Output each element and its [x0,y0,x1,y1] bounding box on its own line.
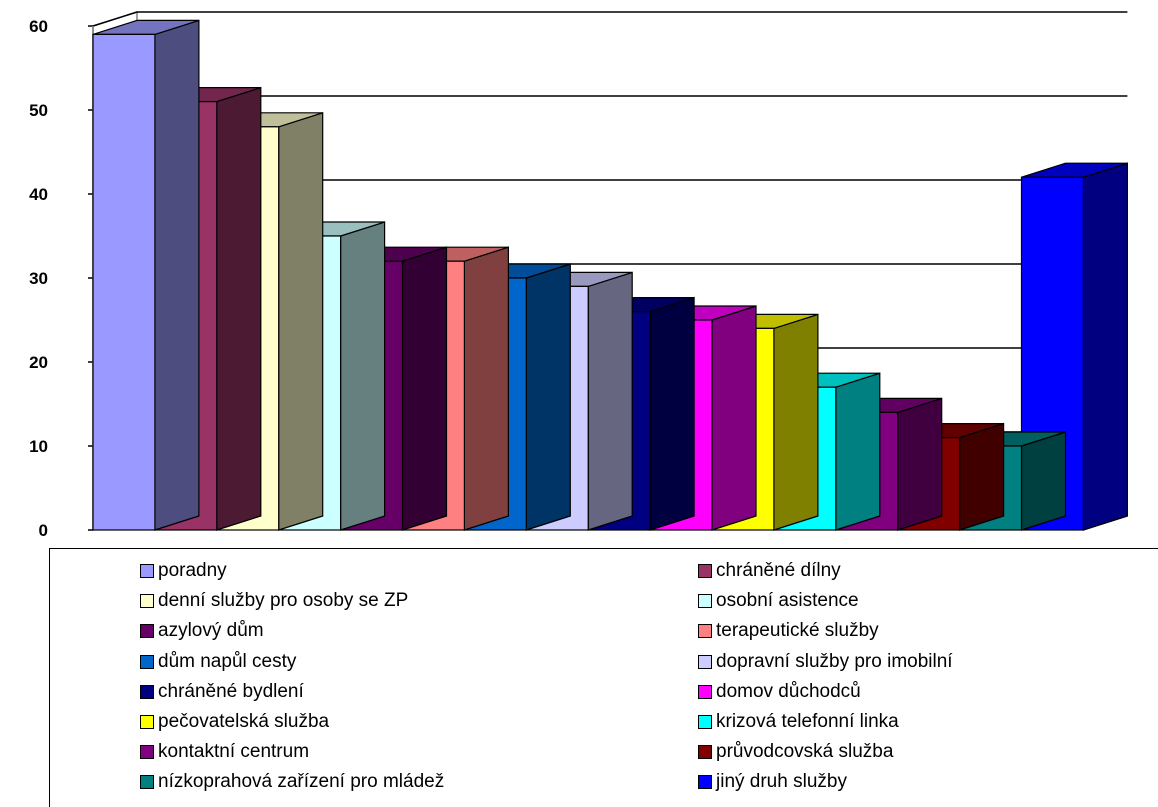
y-tick-label: 20 [29,353,48,372]
legend: poradny chráněné dílny denní služby pro os… [49,548,1158,807]
legend-label: poradny [158,560,227,581]
legend-swatch [140,715,154,729]
bar-side [958,422,1005,531]
bar-side [278,111,324,531]
y-tick-label: 0 [39,521,48,540]
legend-item: denní služby pro osoby se ZP [140,589,408,613]
legend-swatch [698,775,712,790]
bar [92,19,200,531]
legend-label: jiný druh služby [716,771,847,793]
bar-side [649,296,695,531]
bar-side [340,221,386,531]
bar-side [773,313,819,531]
legend-item: průvodcovská služba [698,740,893,764]
legend-label: osobní asistence [716,590,859,612]
legend-label: nízkoprahová zařízení pro mládež [158,771,445,793]
legend-item: poradny [140,559,227,583]
legend-swatch [698,594,712,609]
legend-swatch [140,684,154,699]
y-tick-label: 30 [29,269,48,288]
legend-item: pečovatelská služba [140,710,329,734]
y-tick-label: 10 [29,437,48,456]
bar-side [897,397,943,531]
legend-swatch [698,654,712,669]
legend-item: kontaktní centrum [140,740,309,764]
bar-side [216,86,262,531]
legend-label: dopravní služby pro imobilní [716,650,953,672]
legend-item: nízkoprahová zařízení pro mládež [140,770,444,794]
legend-item: dopravní služby pro imobilní [698,650,953,674]
legend-item: terapeutické služby [698,619,879,643]
legend-swatch [140,594,154,609]
legend-label: denní služby pro osoby se ZP [158,590,409,612]
legend-label: pečovatelská služba [158,711,330,732]
legend-label: domov důchodců [716,680,861,702]
y-tick-label: 50 [29,101,48,120]
legend-swatch [140,564,154,578]
y-axis: 0 10 20 30 40 50 60 [29,17,94,540]
bar-side [835,372,881,531]
legend-item: jiný druh služby [698,770,847,794]
legend-swatch [698,745,712,760]
legend-item: domov důchodců [698,680,861,704]
gridline [92,11,1128,27]
bar-side [1082,162,1129,531]
bar-side [154,19,200,531]
bar-side [401,246,448,531]
bar-chart: 0 10 20 30 40 50 60 [29,10,1129,540]
legend-label: kontaktní centrum [158,741,310,763]
legend-label: terapeutické služby [716,620,879,642]
bar-side [1020,431,1067,531]
bar-side [587,271,633,531]
legend-swatch [140,775,154,790]
legend-label: azylový dům [158,620,264,642]
legend-label: průvodcovská služba [716,741,894,763]
bar-side [463,246,509,531]
bars [92,19,1129,531]
legend-item: chráněné bydlení [140,680,304,704]
y-tick-label: 40 [29,185,48,204]
legend-swatch [140,624,154,639]
legend-swatch [140,745,154,760]
legend-swatch [698,624,712,639]
bar-front [92,33,156,531]
legend-item: azylový dům [140,619,264,643]
legend-item: krizová telefonní linka [698,710,899,734]
bar-side [525,263,571,531]
y-tick-label: 60 [29,17,48,36]
legend-item: osobní asistence [698,589,859,613]
legend-label: chráněné bydlení [158,680,304,702]
legend-swatch [698,715,712,729]
legend-swatch [140,654,154,669]
legend-label: krizová telefonní linka [716,711,899,732]
legend-label: chráněné dílny [716,560,841,581]
legend-item: chráněné dílny [698,559,841,583]
legend-swatch [698,684,712,699]
legend-swatch [698,564,712,578]
legend-label: dům napůl cesty [158,650,297,672]
legend-item: dům napůl cesty [140,650,296,674]
bar-side [711,305,757,531]
